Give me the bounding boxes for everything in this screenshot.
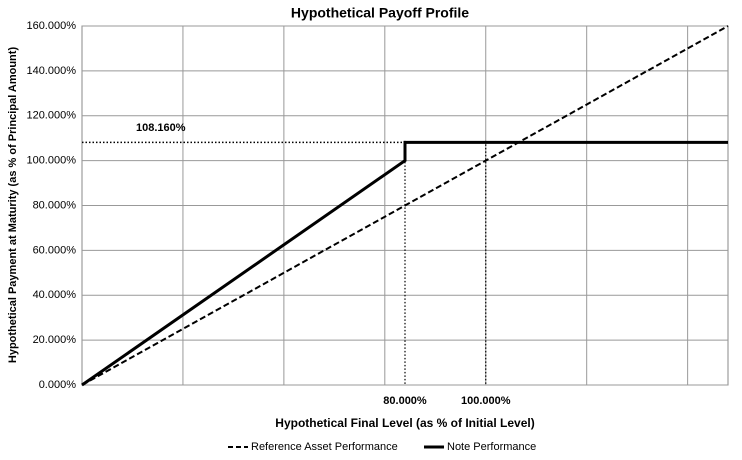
series-line [81, 25, 729, 386]
y-tick-label: 160.000% [26, 20, 76, 32]
y-tick-label: 40.000% [33, 289, 77, 301]
series-line [81, 140, 728, 387]
y-tick-label: 120.000% [26, 110, 76, 122]
x-tick-label: 100.000% [461, 395, 511, 407]
legend-label: Reference Asset Performance [251, 441, 398, 453]
y-tick-label: 60.000% [33, 244, 77, 256]
y-tick-label: 140.000% [26, 65, 76, 77]
y-tick-label: 100.000% [26, 155, 76, 167]
y-tick-label: 80.000% [33, 199, 77, 211]
annotation-label: 108.160% [136, 122, 186, 134]
y-tick-label: 0.000% [39, 379, 77, 391]
x-axis-label: Hypothetical Final Level (as % of Initia… [275, 416, 534, 430]
x-tick-label: 80.000% [383, 395, 427, 407]
y-tick-label: 20.000% [33, 334, 77, 346]
chart-title: Hypothetical Payoff Profile [291, 5, 469, 21]
legend-label: Note Performance [447, 441, 536, 453]
y-axis-label: Hypothetical Payment at Maturity (as % o… [7, 47, 19, 364]
